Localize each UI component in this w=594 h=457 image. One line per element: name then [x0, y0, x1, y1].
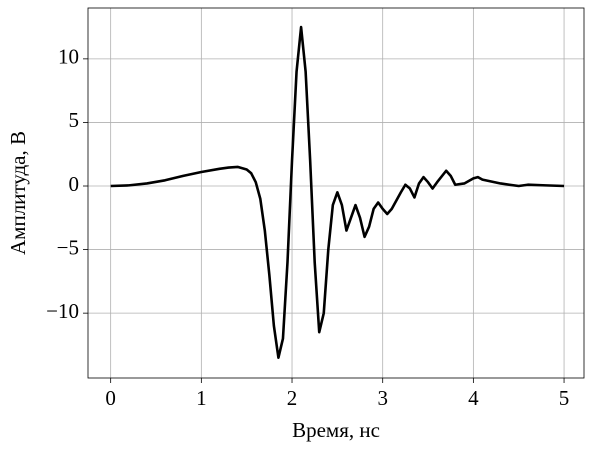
plot-frame	[87, 7, 585, 379]
x-tick-label: 5	[559, 386, 570, 410]
x-tick-label: 3	[377, 386, 388, 410]
y-tick-label: 10	[58, 45, 79, 69]
x-tick-label: 1	[196, 386, 207, 410]
y-tick-label: 0	[69, 172, 80, 196]
y-axis-label: Амплитуда, В	[6, 131, 30, 255]
y-tick-label: −10	[46, 299, 79, 323]
x-tick-label: 0	[105, 386, 116, 410]
y-tick-label: −5	[57, 235, 79, 259]
x-tick-label: 4	[468, 386, 479, 410]
x-axis-label: Время, нс	[292, 418, 380, 442]
line	[110, 25, 565, 359]
y-tick-label: 5	[69, 108, 80, 132]
x-tick-label: 2	[287, 386, 298, 410]
